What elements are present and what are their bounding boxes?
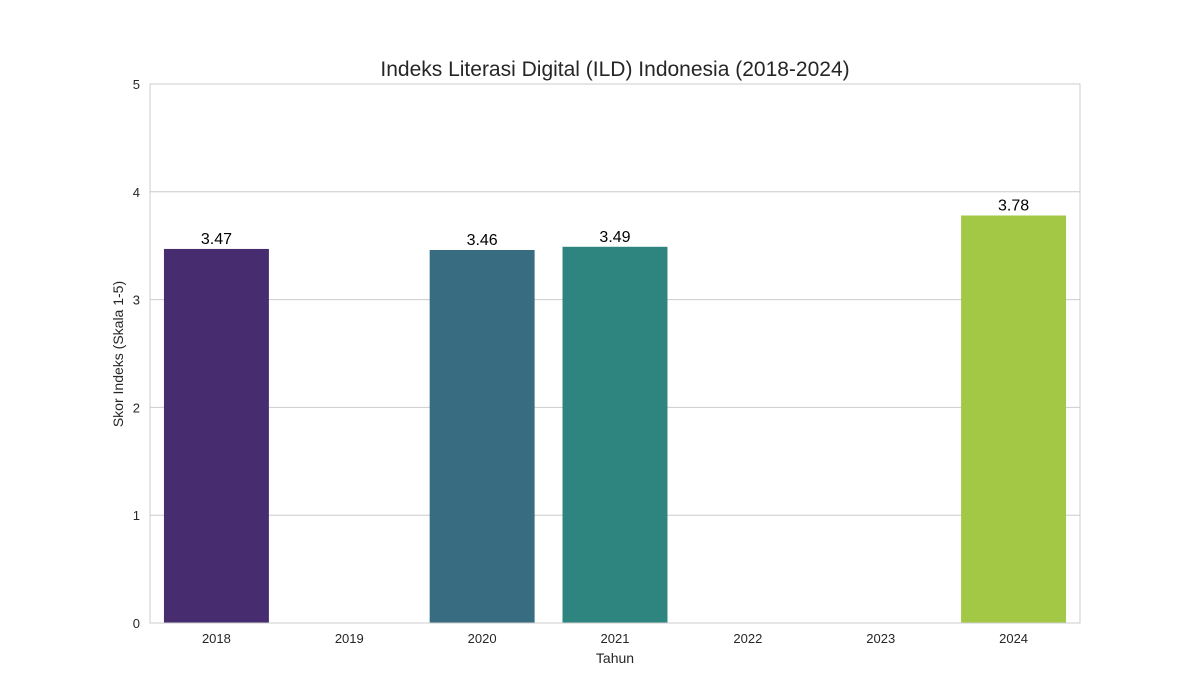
bar-2020 <box>429 250 535 623</box>
x-tick-label: 2020 <box>468 631 497 646</box>
x-tick-label: 2022 <box>733 631 762 646</box>
data-label-2018: 3.47 <box>201 231 232 248</box>
x-tick-label: 2021 <box>601 631 630 646</box>
y-tick-label: 2 <box>133 400 140 415</box>
bar-2018 <box>163 248 269 623</box>
y-axis-label: Skor Indeks (Skala 1-5) <box>110 281 126 427</box>
y-tick-label: 5 <box>133 77 140 92</box>
data-label-2021: 3.49 <box>599 229 630 246</box>
chart-title: Indeks Literasi Digital (ILD) Indonesia … <box>380 58 849 81</box>
x-axis-label: Tahun <box>596 650 634 666</box>
data-label-2024: 3.78 <box>998 198 1029 215</box>
data-label-2020: 3.46 <box>467 232 498 249</box>
bars <box>163 215 1067 624</box>
x-axis-ticks: 2018 2019 2020 2021 2022 2023 2024 <box>202 631 1028 646</box>
y-axis-ticks: 0 1 2 3 4 5 <box>133 77 140 631</box>
data-labels: 3.47 3.46 3.49 3.78 <box>201 198 1029 249</box>
x-tick-label: 2023 <box>866 631 895 646</box>
y-tick-label: 0 <box>133 616 140 631</box>
bar-2021 <box>562 246 668 623</box>
x-tick-label: 2018 <box>202 631 231 646</box>
plot-frame <box>149 83 1081 624</box>
y-tick-label: 1 <box>133 508 140 523</box>
y-tick-label: 4 <box>133 185 140 200</box>
x-tick-label: 2019 <box>335 631 364 646</box>
x-tick-label: 2024 <box>999 631 1028 646</box>
bar-2024 <box>961 215 1067 624</box>
y-tick-label: 3 <box>133 293 140 308</box>
